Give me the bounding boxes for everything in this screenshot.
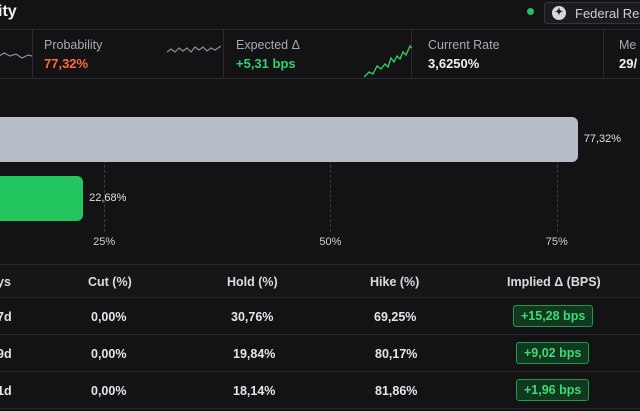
table-row[interactable]: 7d 0,00% 30,76% 69,25% +15,28 bps <box>0 298 640 335</box>
column-header-hike[interactable]: Hike (%) <box>370 275 420 289</box>
metric-label: Probability <box>44 38 103 52</box>
metric-label: Me <box>619 38 637 52</box>
sparkline <box>0 52 32 59</box>
seal-icon: ✦ <box>552 6 566 20</box>
metric-value: 77,32% <box>44 56 89 71</box>
source-selector[interactable]: ✦ Federal Res <box>544 2 640 24</box>
metric-card-current-rate[interactable]: Current Rate 3,6250% <box>412 30 604 78</box>
metric-card-probability[interactable]: Probability 77,32% <box>33 30 224 78</box>
metric-value: 29/ <box>619 56 638 71</box>
table-row[interactable]: 1d 0,00% 18,14% 81,86% +1,96 bps <box>0 372 640 409</box>
metric-value: +5,31 bps <box>236 56 296 71</box>
top-bar: ity ✦ Federal Res <box>0 0 640 28</box>
table-row[interactable]: 9d 0,00% 19,84% 80,17% +9,02 bps <box>0 335 640 372</box>
cell-hold: 18,14% <box>233 384 276 398</box>
table-header: ys Cut (%) Hold (%) Hike (%) Implied Δ (… <box>0 264 640 298</box>
sparkline <box>167 45 221 53</box>
cell-hold: 19,84% <box>233 347 276 361</box>
metric-label: Current Rate <box>428 38 500 52</box>
x-tick-label: 25% <box>93 236 116 248</box>
cell-cut: 0,00% <box>91 384 127 398</box>
implied-delta-badge: +1,96 bps <box>516 379 590 401</box>
gridline <box>104 160 106 232</box>
live-status-dot <box>527 8 534 15</box>
metric-card-partial-right[interactable]: Me 29/ <box>604 30 640 78</box>
column-header-cut[interactable]: Cut (%) <box>88 275 132 289</box>
metric-label: Expected Δ <box>236 38 300 52</box>
cell-hold: 30,76% <box>231 310 274 324</box>
sparkline <box>364 44 412 78</box>
metrics-strip: Probability 77,32% Expected Δ +5,31 bps … <box>0 29 640 79</box>
metric-value: 3,6250% <box>428 56 480 71</box>
implied-delta-badge: +15,28 bps <box>513 305 594 327</box>
bar-value-label: 22,68% <box>89 191 127 204</box>
x-tick-label: 75% <box>545 236 568 248</box>
cell-hike: 69,25% <box>374 310 417 324</box>
x-tick-label: 50% <box>319 236 342 248</box>
bar-hike[interactable] <box>0 176 84 221</box>
source-label: Federal Res <box>575 6 640 21</box>
bar-hold[interactable] <box>0 117 578 162</box>
bar-value-label: 77,32% <box>583 132 622 145</box>
gridline <box>556 160 558 232</box>
column-header-days[interactable]: ys <box>0 275 11 289</box>
cell-days: 1d <box>0 384 12 398</box>
column-header-implied[interactable]: Implied Δ (BPS) <box>507 275 601 289</box>
cell-cut: 0,00% <box>91 310 127 324</box>
column-header-hold[interactable]: Hold (%) <box>227 275 278 289</box>
metric-card-partial[interactable] <box>0 30 33 78</box>
cell-hike: 80,17% <box>375 347 418 361</box>
cell-days: 7d <box>0 310 12 324</box>
metric-card-expected-delta[interactable]: Expected Δ +5,31 bps <box>224 30 412 78</box>
gridline <box>330 160 332 232</box>
page-title: ity <box>0 3 17 20</box>
cell-days: 9d <box>0 347 12 361</box>
implied-delta-badge: +9,02 bps <box>516 342 590 364</box>
cell-cut: 0,00% <box>91 347 127 361</box>
cell-hike: 81,86% <box>375 384 418 398</box>
